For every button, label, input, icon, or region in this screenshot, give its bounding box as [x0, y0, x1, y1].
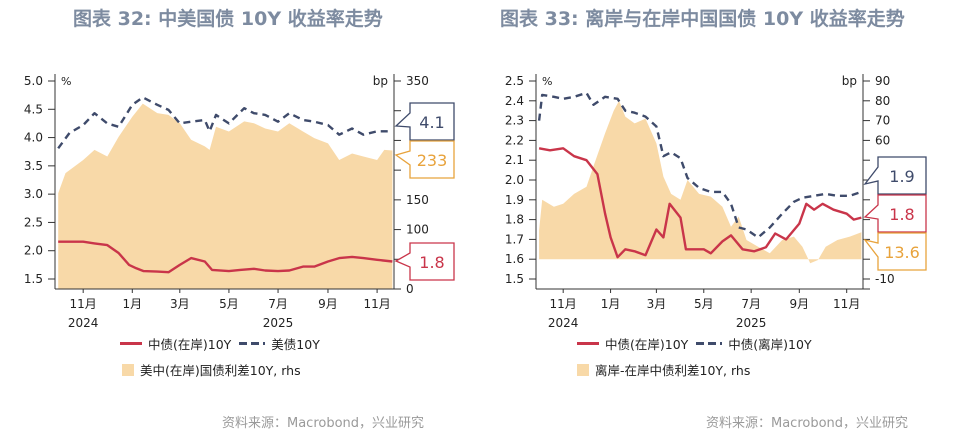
x-tick-label: 11月: [833, 297, 860, 311]
x-tick-label: 3月: [647, 297, 667, 311]
right-tick-label: 350: [406, 74, 429, 88]
chart-33-title: 图表 33: 离岸与在岸中国国债 10Y 收益率走势: [500, 8, 905, 30]
legend-swatch-spread: [122, 363, 134, 376]
left-tick-label: 1.9: [505, 193, 524, 207]
right-tick-label: 150: [406, 193, 429, 207]
callout-offshore-value: 1.9: [889, 167, 914, 186]
left-tick-label: 2.5: [505, 74, 524, 88]
legend-spread-label: 离岸-在岸中债利差10Y, rhs: [595, 363, 751, 378]
callout-spread: [394, 140, 455, 179]
left-tick-label: 3.0: [24, 187, 43, 201]
left-tick-label: 1.6: [505, 252, 524, 266]
legend-swatch-spread: [577, 363, 589, 376]
x-tick-label: 5月: [219, 297, 239, 311]
callout-cn-value: 1.8: [889, 205, 914, 224]
right-unit-label: bp: [373, 74, 388, 88]
callout-cn: [394, 242, 455, 281]
series-line-dashed: [57, 96, 393, 150]
legend-cn-label: 中债(在岸)10Y: [148, 337, 232, 352]
right-tick-label: 90: [875, 74, 890, 88]
right-tick-label: -10: [875, 272, 895, 286]
legend-cn-label: 中债(在岸)10Y: [605, 337, 689, 352]
x-tick-label: 3月: [170, 297, 190, 311]
x-tick-label: 7月: [741, 297, 761, 311]
right-unit-label: bp: [842, 74, 857, 88]
x-tick-label: 9月: [789, 297, 809, 311]
x-tick-label: 1月: [122, 297, 142, 311]
left-tick-label: 5.0: [24, 74, 43, 88]
legend-swatch-cn: [120, 342, 142, 345]
callout-us: [394, 102, 455, 141]
x-year-label: 2024: [548, 316, 579, 330]
callout-us-value: 4.1: [419, 113, 444, 132]
x-year-label: 2024: [68, 316, 99, 330]
left-tick-label: 4.5: [24, 102, 43, 116]
x-year-label: 2025: [736, 316, 767, 330]
callout-offshore: [863, 156, 927, 195]
legend-row-1: 中债(在岸)10Y 中债(离岸)10Y: [577, 334, 812, 353]
callout-cn: [863, 194, 927, 233]
chart-32-title: 图表 32: 中美国债 10Y 收益率走势: [73, 8, 383, 30]
x-tick-label: 11月: [363, 297, 390, 311]
left-tick-label: 1.7: [505, 232, 524, 246]
callout-spread-value: 233: [417, 151, 448, 170]
series-area-spread: [58, 103, 393, 289]
left-tick-label: 2.0: [505, 173, 524, 187]
left-tick-label: 2.3: [505, 114, 524, 128]
x-tick-label: 1月: [601, 297, 621, 311]
series-line-cn-onshore: [58, 240, 393, 274]
series-line-cn-onshore: [538, 147, 862, 259]
legend-offshore-label: 中债(离岸)10Y: [728, 337, 812, 352]
x-tick-label: 11月: [550, 297, 577, 311]
callout-cn-value: 1.8: [419, 253, 444, 272]
left-tick-label: 4.0: [24, 131, 43, 145]
left-unit-label: %: [542, 75, 552, 88]
legend-us-label: 美债10Y: [271, 337, 320, 352]
x-tick-label: 9月: [318, 297, 338, 311]
left-unit-label: %: [61, 75, 71, 88]
source-note: 资料来源：Macrobond，兴业研究: [706, 416, 909, 431]
left-tick-label: 2.2: [505, 133, 524, 147]
right-tick-label: 60: [875, 133, 890, 147]
legend-swatch-us: [239, 342, 266, 345]
x-year-label: 2025: [263, 316, 294, 330]
right-tick-label: 0: [406, 282, 414, 296]
legend-spread-label: 美中(在岸)国债利差10Y, rhs: [140, 363, 301, 378]
right-tick-label: 100: [406, 223, 429, 237]
left-tick-label: 2.4: [505, 94, 524, 108]
left-tick-label: 1.5: [24, 272, 43, 286]
right-tick-label: 80: [875, 94, 890, 108]
legend-row-2: 美中(在岸)国债利差10Y, rhs: [122, 360, 301, 379]
right-tick-label: 70: [875, 114, 890, 128]
left-tick-label: 2.0: [24, 244, 43, 258]
series-area-spread: [539, 100, 862, 264]
callout-spread-value: 13.6: [884, 243, 920, 262]
left-tick-label: 2.5: [24, 215, 43, 229]
left-tick-label: 1.8: [505, 213, 524, 227]
legend-row-2: 离岸-在岸中债利差10Y, rhs: [577, 360, 750, 379]
series-line-dashed: [537, 91, 862, 239]
legend-swatch-offshore: [696, 342, 723, 345]
source-note: 资料来源：Macrobond，兴业研究: [222, 416, 425, 431]
legend-swatch-cn: [577, 342, 599, 345]
x-tick-label: 5月: [694, 297, 714, 311]
callout-spread: [863, 232, 927, 271]
left-tick-label: 2.1: [505, 153, 524, 167]
left-tick-label: 1.5: [505, 272, 524, 286]
legend-row-1: 中债(在岸)10Y 美债10Y: [120, 334, 320, 353]
x-tick-label: 7月: [268, 297, 288, 311]
left-tick-label: 3.5: [24, 159, 43, 173]
x-tick-label: 11月: [70, 297, 97, 311]
